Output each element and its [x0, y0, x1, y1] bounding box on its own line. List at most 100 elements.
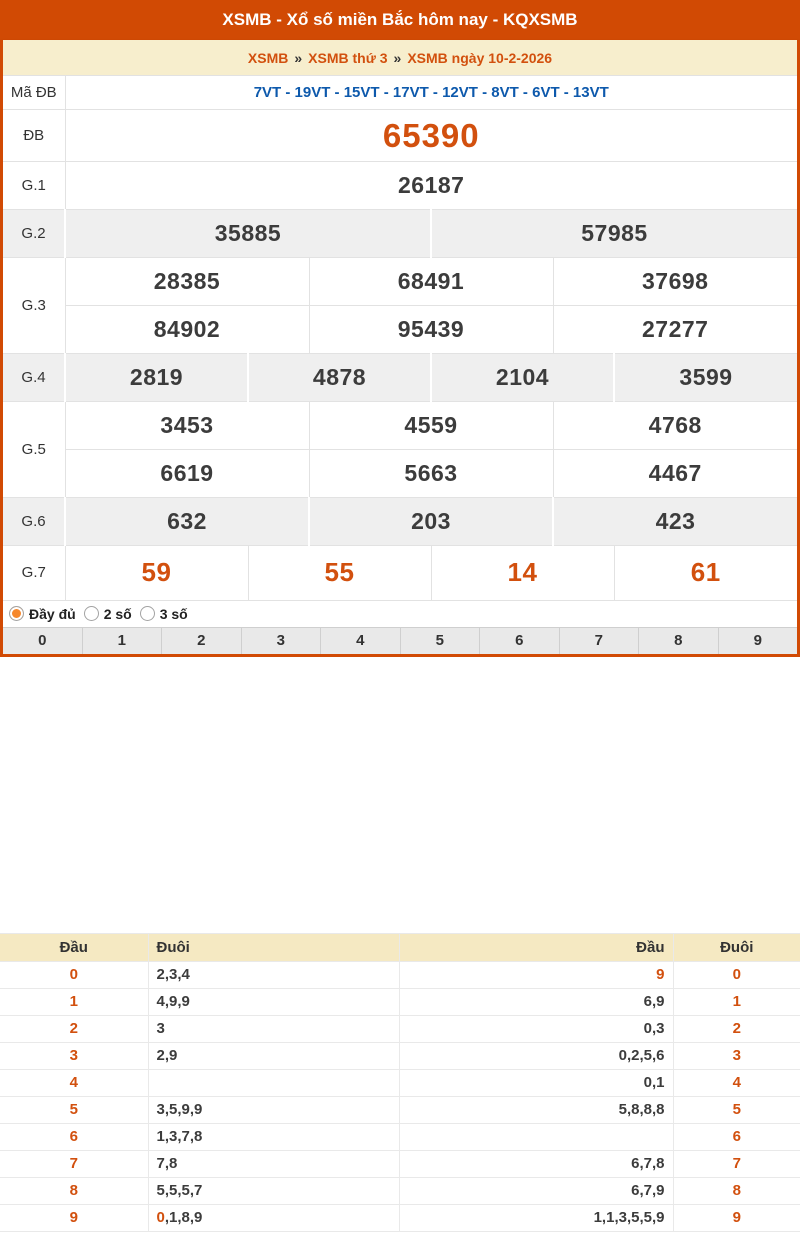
dau-duoi-table: Đầu Đuôi Đầu Đuôi 0 2,3,4 9 0 1 4,9,9 6,…: [0, 932, 800, 1232]
digit-filter-0[interactable]: 0: [3, 627, 82, 654]
filter-option-3so[interactable]: 3 số: [139, 606, 188, 622]
dau-digit: 1: [0, 987, 148, 1015]
g7-cell: 55: [247, 545, 431, 600]
duoi-digit: 3: [672, 1041, 800, 1069]
digit-filter-8[interactable]: 8: [638, 627, 718, 654]
duoi-list: 2,9: [147, 1041, 399, 1069]
g6-value: 423: [655, 508, 696, 534]
g2-cell: 35885: [64, 209, 431, 258]
dau-digit: 8: [0, 1176, 148, 1204]
g6-cell: 203: [308, 497, 553, 546]
dau-list: 5,8,8,8: [398, 1095, 673, 1123]
g2-cell: 57985: [430, 209, 797, 258]
digit-filter-1[interactable]: 1: [81, 627, 161, 654]
g3-value: 84902: [153, 316, 221, 342]
breadcrumb-link-date[interactable]: XSMB ngày 10-2-2026: [407, 49, 553, 66]
dau-duoi-row-4: 4 0,1 4: [0, 1068, 800, 1096]
g5-cell: 4768: [552, 401, 797, 450]
dau-digit: 4: [0, 1068, 148, 1096]
results-box: XSMB » XSMB thứ 3 » XSMB ngày 10-2-2026 …: [0, 40, 800, 657]
special-prize-value: 65390: [382, 116, 480, 154]
g3-cell: 84902: [64, 305, 309, 354]
row-db: ĐB 65390: [3, 109, 797, 162]
g4-cell: 4878: [247, 353, 431, 402]
radio-icon[interactable]: [83, 606, 99, 621]
g7-value: 14: [507, 557, 538, 588]
row-g5a: G.5 3453 4559 4768: [3, 401, 797, 498]
dau-digit: 7: [0, 1149, 148, 1177]
breadcrumb-link-xsmb[interactable]: XSMB: [247, 49, 289, 66]
g6-value: 203: [411, 508, 451, 534]
digit-filter-7[interactable]: 7: [558, 627, 638, 654]
prize-label-g5: G.5: [3, 401, 65, 498]
dau-digit: 3: [0, 1041, 148, 1069]
g5-value: 6619: [160, 460, 214, 486]
g4-value: 3599: [679, 364, 733, 390]
digit-filter-5[interactable]: 5: [399, 627, 479, 654]
filter-option-label: 2 số: [103, 605, 132, 622]
row-g7: G.7 59 55 14 61: [3, 545, 797, 600]
dau-list: 0,1: [398, 1068, 673, 1096]
g7-value: 61: [690, 557, 721, 588]
breadcrumb-link-day[interactable]: XSMB thứ 3: [308, 49, 388, 66]
duoi-digit: 2: [672, 1014, 800, 1042]
radio-icon[interactable]: [139, 606, 155, 621]
dau-digit: 2: [0, 1014, 148, 1042]
digit-filter-3[interactable]: 3: [240, 627, 320, 654]
g5-cell: 6619: [64, 449, 309, 498]
digit-filter-4[interactable]: 4: [320, 627, 400, 654]
dau-digit: 5: [0, 1095, 148, 1123]
duoi-list: 2,3,4: [147, 960, 399, 988]
g2-value: 35885: [214, 220, 282, 246]
duoi-list: 1,3,7,8: [147, 1122, 399, 1150]
duoi-list: 0,1,8,9: [147, 1203, 399, 1232]
g3-value: 37698: [642, 268, 709, 294]
duoi-digit: 1: [672, 987, 800, 1015]
g3-value: 68491: [397, 268, 465, 294]
g5-value: 3453: [160, 412, 214, 438]
g5-cell: 3453: [64, 401, 309, 450]
row-g6: G.6 632 203 423: [3, 497, 797, 546]
filter-option-2so[interactable]: 2 số: [83, 605, 132, 622]
row-g2: G.2 35885 57985: [3, 209, 797, 258]
filter-option-full[interactable]: Đầy đủ: [9, 606, 76, 622]
g6-value: 632: [167, 508, 207, 534]
g5-cell: 4559: [308, 401, 553, 450]
g3-cell: 68491: [308, 257, 553, 306]
highlighted-value: 0: [156, 1209, 165, 1226]
highlighted-value: 9: [656, 966, 665, 983]
g4-cell: 2819: [64, 353, 248, 402]
duoi-list: 5,5,5,7: [147, 1176, 399, 1204]
dau-list: 6,7,9: [398, 1176, 673, 1204]
g5-value: 4559: [404, 412, 458, 438]
dau-list: 9: [398, 960, 673, 988]
row-g3b: 84902 95439 27277: [3, 305, 797, 354]
dau-duoi-row-3: 3 2,9 0,2,5,6 3: [0, 1041, 800, 1069]
g5-value: 4467: [648, 460, 702, 486]
prize-label-g3: G.3: [3, 257, 65, 354]
prize-label-g2: G.2: [3, 209, 65, 258]
g3-cell: 37698: [552, 257, 797, 306]
row-g4: G.4 2819 4878 2104 3599: [3, 353, 797, 402]
prize-label-ma-db: Mã ĐB: [3, 75, 65, 110]
dau-list: 1,1,3,5,5,9: [398, 1203, 673, 1232]
duoi-digit: 8: [672, 1176, 800, 1204]
header-dau-right: Đầu: [398, 932, 673, 961]
dau-duoi-row-0: 0 2,3,4 9 0: [0, 960, 800, 988]
prize-label-g6: G.6: [3, 497, 65, 546]
duoi-digit: 7: [672, 1149, 800, 1177]
page-title: XSMB - Xổ số miền Bắc hôm nay - KQXSMB: [222, 10, 578, 29]
g2-value: 57985: [581, 220, 648, 246]
digit-filter-2[interactable]: 2: [161, 627, 241, 654]
dau-duoi-header-row: Đầu Đuôi Đầu Đuôi: [0, 932, 800, 961]
page-header: XSMB - Xổ số miền Bắc hôm nay - KQXSMB: [0, 0, 800, 40]
header-dau-left: Đầu: [0, 932, 148, 961]
g3-value: 28385: [153, 268, 221, 294]
duoi-list: 3,5,9,9: [147, 1095, 399, 1123]
g4-cell: 2104: [430, 353, 614, 402]
g5-cell: 4467: [552, 449, 797, 498]
radio-selected-icon[interactable]: [9, 606, 24, 621]
digit-filter-9[interactable]: 9: [717, 627, 797, 654]
digit-filter-6[interactable]: 6: [479, 627, 559, 654]
g4-value: 2819: [129, 364, 184, 390]
